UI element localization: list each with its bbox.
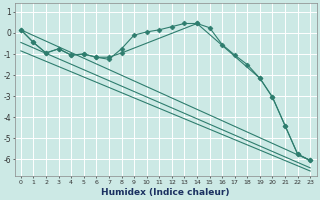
- X-axis label: Humidex (Indice chaleur): Humidex (Indice chaleur): [101, 188, 230, 197]
